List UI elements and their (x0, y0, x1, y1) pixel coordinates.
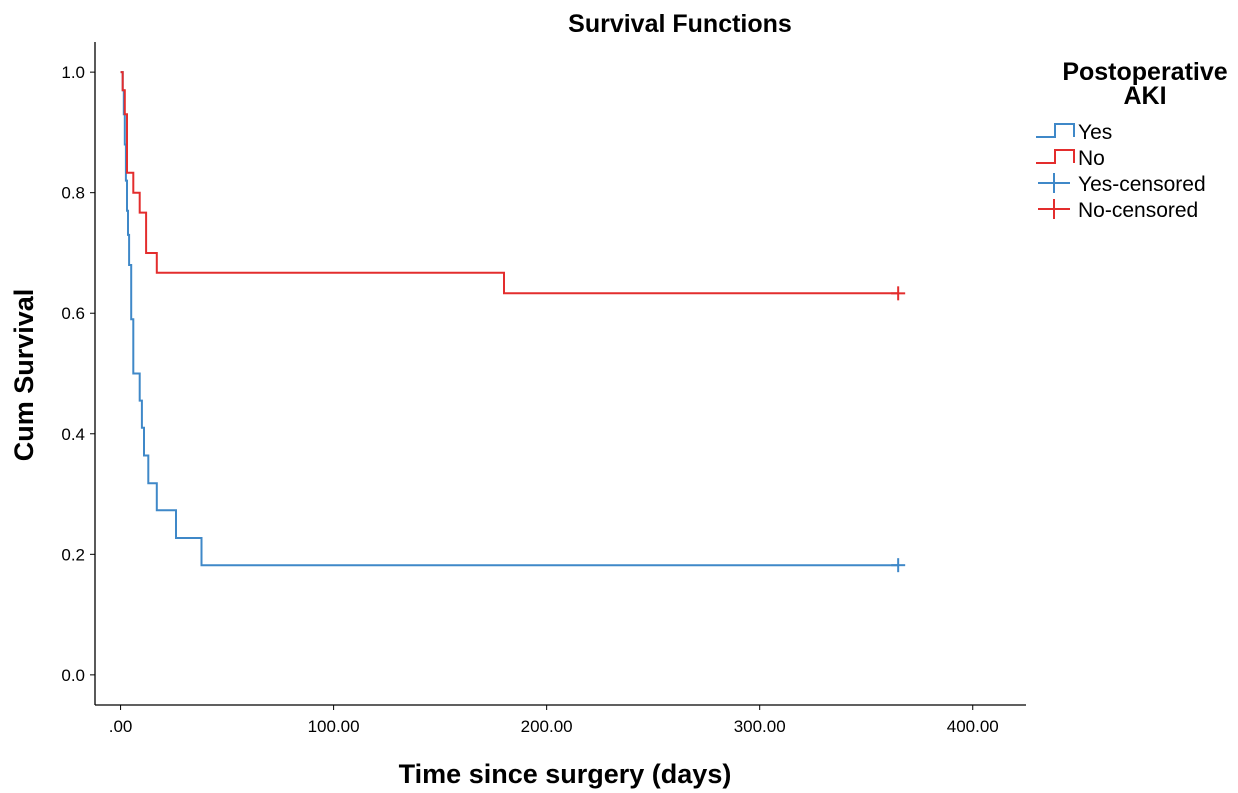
x-tick-label: 200.00 (521, 717, 573, 736)
legend-title-line-2: AKI (1123, 82, 1166, 110)
y-tick-label: 0.0 (61, 666, 85, 685)
x-axis-title: Time since surgery (days) (399, 759, 732, 789)
series-layer (120, 71, 906, 573)
x-tick-label: 400.00 (947, 717, 999, 736)
x-axis-ticks: .00 100.00 200.00 300.00 400.00 (109, 705, 999, 736)
legend-step-swatch (1036, 123, 1075, 138)
chart-title: Survival Functions (568, 10, 792, 38)
survival-line-no (120, 71, 899, 295)
y-tick-label: 0.4 (61, 425, 85, 444)
x-tick-label: 300.00 (734, 717, 786, 736)
legend-label: Yes-censored (1078, 173, 1206, 196)
x-tick-label: .00 (109, 717, 133, 736)
legend-label: Yes (1078, 121, 1112, 144)
y-tick-label: 0.8 (61, 184, 85, 203)
y-axis-title: Cum Survival (9, 289, 39, 462)
legend-entries: Yes No Yes-censored No-censored (1036, 121, 1206, 222)
y-tick-label: 0.6 (61, 304, 85, 323)
plot-area: .00 100.00 200.00 300.00 400.00 0.0 0.2 0.4 0.6… (61, 42, 1026, 736)
legend: Postoperative AKI Yes No Yes-censored No-ce… (1036, 58, 1228, 222)
censor-mark-yes (891, 558, 906, 573)
legend-entry: No-censored (1038, 199, 1198, 222)
legend-step-swatch (1036, 149, 1075, 164)
legend-entry: Yes (1036, 121, 1112, 144)
y-axis-ticks: 0.0 0.2 0.4 0.6 0.8 1.0 (61, 63, 95, 685)
legend-entry: Yes-censored (1038, 173, 1206, 196)
legend-entry: No (1036, 147, 1105, 170)
survival-line-yes (120, 71, 899, 567)
y-tick-label: 0.2 (61, 545, 85, 564)
censor-mark-no (891, 286, 906, 301)
x-tick-label: 100.00 (308, 717, 360, 736)
y-tick-label: 1.0 (61, 63, 85, 82)
legend-label: No (1078, 147, 1105, 170)
legend-label: No-censored (1078, 199, 1198, 222)
legend-title-line-1: Postoperative (1062, 58, 1227, 86)
